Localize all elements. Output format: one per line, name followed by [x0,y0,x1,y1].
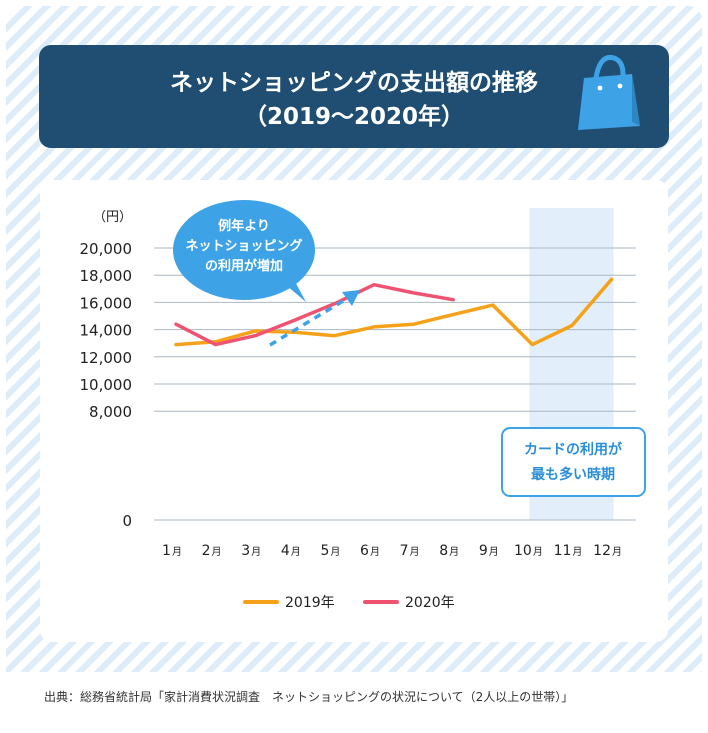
x-tick-label: 1月 [162,543,182,559]
footer-strip [6,672,702,727]
x-tick-label: 9月 [479,543,499,559]
y-tick-label: 12,000 [80,349,133,367]
legend-label-2: 2020年 [405,595,455,611]
chart-card: 0 8,000 10,000 12,000 14,000 16,000 18,000 20,0… [40,180,668,642]
chart-title-line2: （2019〜2020年） [243,104,465,130]
trend-arrow-head [342,290,360,306]
x-tick-label: 6月 [360,543,380,559]
source-note: 出典：総務省統計局「家計消費状況調査 ネットショッピングの状況について（2人以上… [44,690,574,704]
annotation-bubble-tail [280,276,306,302]
y-tick-label: 14,000 [80,322,133,340]
chart-title-line1: ネットショッピングの支出額の推移 [170,70,538,96]
shopping-bag-icon [578,54,640,130]
title-banner: ネットショッピングの支出額の推移 （2019〜2020年） [39,45,669,148]
legend-label-1: 2019年 [285,595,335,611]
y-tick-label: 0 [122,512,132,530]
x-tick-label: 3月 [241,543,261,559]
y-tick-label: 20,000 [80,240,133,258]
x-tick-label: 4月 [281,543,301,559]
series-line-1 [174,277,614,347]
x-tick-label: 12月 [593,543,622,559]
highlight-label-line1: カードの利用が [524,441,623,458]
annotation-bubble [173,200,315,300]
y-tick-label: 18,000 [80,267,133,285]
y-tick-label: 10,000 [80,376,133,394]
series-line-2 [174,282,455,347]
highlight-label-line2: 最も多い時期 [531,466,615,483]
x-tick-label: 10月 [514,543,543,559]
annotation-line2: ネットショッピング [185,238,302,254]
x-tick-label: 11月 [554,543,583,559]
highlight-label-box [501,427,646,497]
x-tick-label: 8月 [439,543,459,559]
annotation-line1: 例年より [218,218,270,234]
y-tick-label: 16,000 [80,294,133,312]
line-chart: 0 8,000 10,000 12,000 14,000 16,000 18,000 20,0… [80,200,646,611]
trend-arrow [269,296,349,347]
y-axis-unit: （円） [93,210,132,225]
x-tick-label: 7月 [400,543,420,559]
x-tick-label: 2月 [202,543,222,559]
annotation-line3: の利用が増加 [205,258,283,274]
y-tick-label: 8,000 [89,403,132,421]
x-tick-label: 5月 [320,543,340,559]
